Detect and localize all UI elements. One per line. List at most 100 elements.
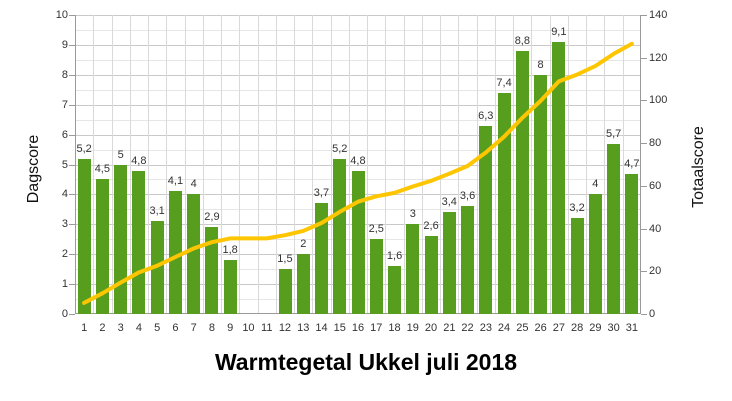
bar-day-13 [296, 254, 310, 314]
plot-area: 5,2 4,5 5 4,8 3,1 4,1 4 2,9 1,8 1,5 2 3,7 5,2 4,8 2,5 1… [75, 15, 641, 315]
x-tick-label: 21 [443, 322, 456, 334]
x-tick-label: 26 [534, 322, 547, 334]
grid-line-v [294, 15, 296, 314]
grid-line-v [312, 15, 314, 314]
bar-day-26 [534, 74, 548, 314]
bar-label-day-14: 3,7 [313, 187, 330, 200]
x-tick-label: 27 [552, 322, 565, 334]
bar-label-day-15: 5,2 [332, 142, 348, 155]
tick-mark-left [69, 254, 75, 256]
y-tick-label-right: 80 [649, 137, 662, 150]
x-tick-label: 2 [99, 322, 106, 334]
grid-line-v [567, 15, 569, 314]
y-tick-label-left: 0 [61, 308, 68, 320]
bar-day-18 [388, 266, 401, 314]
x-tick-label: 16 [351, 322, 365, 334]
chart-title: Warmtegetal Ukkel juli 2018 [214, 349, 518, 375]
bar-day-8 [205, 227, 219, 314]
grid-line-v [111, 15, 113, 314]
grid-line-v [129, 15, 131, 314]
bar-label-day-24: 7,4 [496, 76, 512, 89]
grid-line-v [513, 15, 515, 314]
grid-line-v [202, 15, 204, 314]
grid-line-v [93, 15, 95, 314]
bar-label-day-3: 5 [117, 148, 124, 161]
x-tick-label: 12 [278, 322, 292, 334]
bar-day-15 [333, 158, 347, 314]
tick-mark-right [641, 185, 647, 187]
x-tick-label: 11 [261, 322, 273, 334]
bar-label-day-2: 4,5 [94, 163, 110, 176]
x-tick-label: 30 [607, 322, 620, 334]
bar-label-day-28: 3,2 [569, 202, 585, 215]
bar-label-day-25: 8,8 [514, 34, 530, 47]
bar-label-day-7: 4 [190, 178, 197, 191]
grid-line-v [148, 15, 150, 314]
tick-mark-left [69, 314, 75, 315]
axis-line [640, 15, 641, 314]
bar-day-2 [95, 179, 109, 314]
grid-line-v [458, 15, 460, 314]
bar-label-day-16: 4,8 [350, 154, 366, 167]
x-tick-label: 24 [497, 322, 511, 334]
x-tick-label: 9 [227, 322, 234, 334]
tick-mark-right [641, 15, 647, 16]
x-tick-label: 6 [172, 322, 179, 334]
x-tick-label: 29 [589, 322, 602, 334]
tick-mark-left [69, 164, 75, 166]
tick-mark-left [69, 224, 75, 226]
tick-mark-left [69, 194, 75, 196]
grid-line-v [549, 15, 551, 314]
bar-label-day-4: 4,8 [131, 154, 147, 167]
x-tick-label: 28 [571, 322, 584, 334]
bar-day-29 [588, 194, 602, 314]
y-tick-label-left: 8 [61, 68, 68, 81]
y-tick-label-right: 0 [649, 308, 656, 320]
bar-day-20 [424, 236, 438, 314]
grid-line-v [586, 15, 588, 314]
y-tick-label-right: 60 [649, 179, 662, 192]
grid-line-v [385, 15, 387, 314]
bar-day-22 [461, 206, 474, 314]
grid-line-h-minor [75, 149, 641, 151]
grid-line-h-minor [75, 29, 641, 31]
tick-mark-right [641, 100, 647, 102]
bar-label-day-13: 2 [300, 238, 307, 251]
y-tick-label-left: 4 [61, 188, 68, 201]
bar-day-24 [497, 92, 511, 314]
bar-day-1 [77, 158, 91, 314]
grid-line-h-major [75, 74, 641, 76]
bar-label-day-23: 6,3 [478, 109, 494, 122]
tick-mark-left [69, 104, 75, 106]
bar-label-day-30: 5,7 [605, 127, 622, 140]
y-tick-label-left: 6 [61, 128, 68, 141]
x-tick-label: 3 [117, 322, 124, 334]
bar-label-day-20: 2,6 [423, 220, 439, 233]
x-tick-label: 4 [135, 322, 142, 334]
bar-day-3 [114, 164, 128, 314]
bar-label-day-9: 1,8 [222, 244, 238, 257]
y-tick-label-left: 3 [61, 218, 68, 231]
bar-day-4 [132, 170, 146, 314]
x-tick-label: 19 [406, 322, 419, 334]
grid-line-v [421, 15, 423, 314]
x-tick-label: 31 [625, 322, 638, 334]
grid-line-v [348, 15, 350, 314]
x-tick-label: 23 [479, 322, 492, 334]
grid-line-v [440, 15, 442, 314]
x-tick-label: 7 [190, 322, 197, 334]
bar-label-day-8: 2,9 [204, 211, 220, 224]
bar-day-27 [552, 41, 566, 314]
grid-line-v [494, 15, 496, 314]
grid-line-h-major [75, 15, 641, 16]
y-tick-label-right: 40 [649, 222, 662, 235]
bar-day-31 [625, 173, 639, 314]
x-tick-label: 13 [297, 322, 310, 334]
bar-day-21 [442, 212, 456, 314]
bar-day-12 [278, 269, 292, 315]
bar-label-day-22: 3,6 [459, 190, 476, 203]
grid-line-h-major [75, 164, 641, 166]
grid-line-v [604, 15, 606, 314]
y-tick-label-right: 120 [649, 51, 668, 64]
